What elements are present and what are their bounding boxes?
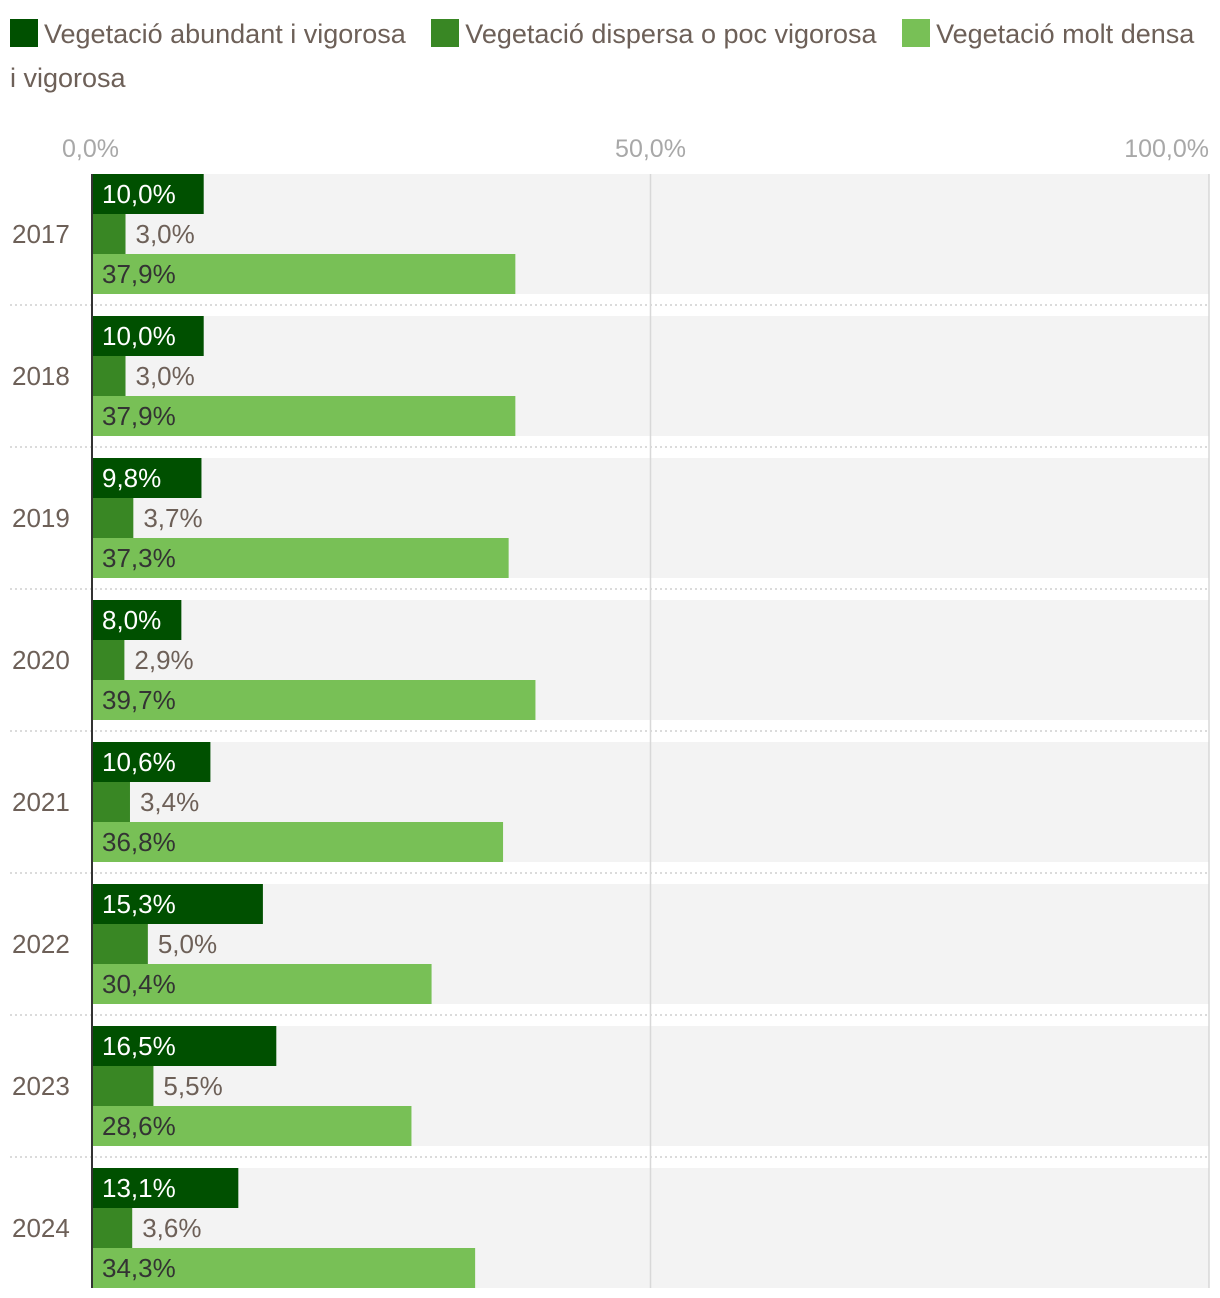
- value-label-2020-series-1: 8,0%: [102, 605, 161, 635]
- bar-2018-series-3: [92, 396, 516, 436]
- value-label-2017-series-1: 10,0%: [102, 179, 176, 209]
- year-label-2023: 2023: [12, 1071, 70, 1101]
- bar-2018-series-2: [92, 356, 126, 396]
- value-label-2019-series-2: 3,7%: [143, 503, 202, 533]
- value-label-2024-series-3: 34,3%: [102, 1253, 176, 1283]
- value-label-2017-series-3: 37,9%: [102, 259, 176, 289]
- value-label-2021-series-1: 10,6%: [102, 747, 176, 777]
- year-label-2024: 2024: [12, 1213, 70, 1243]
- bar-2024-series-3: [92, 1248, 476, 1288]
- legend-item-abundant[interactable]: Vegetació abundant i vigorosa: [10, 19, 406, 49]
- x-tick-label: 100,0%: [1124, 135, 1209, 163]
- bar-2017-series-1: [92, 174, 204, 214]
- year-label-2020: 2020: [12, 645, 70, 675]
- bar-2020-series-1: [92, 600, 182, 640]
- bar-2021-series-2: [92, 782, 130, 822]
- legend-swatch-abundant: [10, 19, 38, 47]
- x-tick-label: 50,0%: [615, 135, 686, 163]
- legend-label-dispersa: Vegetació dispersa o poc vigorosa: [465, 19, 877, 49]
- legend-item-dispersa[interactable]: Vegetació dispersa o poc vigorosa: [431, 19, 877, 49]
- bar-2018-series-1: [92, 316, 204, 356]
- bar-2022-series-1: [92, 884, 263, 924]
- value-label-2019-series-1: 9,8%: [102, 463, 161, 493]
- value-label-2018-series-2: 3,0%: [136, 361, 195, 391]
- legend-swatch-dispersa: [431, 19, 460, 47]
- bar-2019-series-1: [92, 458, 202, 498]
- value-label-2018-series-1: 10,0%: [102, 321, 176, 351]
- bar-2017-series-2: [92, 214, 126, 254]
- bar-2023-series-2: [92, 1066, 154, 1106]
- value-label-2020-series-2: 2,9%: [134, 645, 193, 675]
- bar-2021-series-3: [92, 822, 504, 862]
- value-label-2023-series-1: 16,5%: [102, 1031, 176, 1061]
- legend-label-densa: Vegetació molt densa i vigorosa: [10, 19, 1195, 93]
- bar-2023-series-1: [92, 1026, 277, 1066]
- year-label-2017: 2017: [12, 219, 70, 249]
- bar-2020-series-2: [92, 640, 125, 680]
- year-label-2018: 2018: [12, 361, 70, 391]
- value-label-2022-series-1: 15,3%: [102, 889, 176, 919]
- bar-2021-series-1: [92, 742, 211, 782]
- legend-swatch-densa: [902, 19, 931, 47]
- year-label-2019: 2019: [12, 503, 70, 533]
- bar-2020-series-3: [92, 680, 536, 720]
- value-label-2023-series-2: 5,5%: [163, 1071, 222, 1101]
- value-label-2018-series-3: 37,9%: [102, 401, 176, 431]
- legend: Vegetació abundant i vigorosa Vegetació …: [10, 12, 1200, 100]
- bar-2024-series-1: [92, 1168, 239, 1208]
- bar-2022-series-2: [92, 924, 148, 964]
- year-label-2022: 2022: [12, 929, 70, 959]
- bar-2023-series-3: [92, 1106, 412, 1146]
- bar-2019-series-2: [92, 498, 134, 538]
- value-label-2021-series-3: 36,8%: [102, 827, 176, 857]
- value-label-2022-series-3: 30,4%: [102, 969, 176, 999]
- bar-2022-series-3: [92, 964, 432, 1004]
- bar-2017-series-3: [92, 254, 516, 294]
- legend-item-densa[interactable]: Vegetació molt densa i vigorosa: [10, 19, 1194, 93]
- legend-label-abundant: Vegetació abundant i vigorosa: [44, 19, 406, 49]
- value-label-2022-series-2: 5,0%: [158, 929, 217, 959]
- value-label-2017-series-2: 3,0%: [136, 219, 195, 249]
- value-label-2019-series-3: 37,3%: [102, 543, 176, 573]
- year-label-2021: 2021: [12, 787, 70, 817]
- value-label-2024-series-1: 13,1%: [102, 1173, 176, 1203]
- bar-2024-series-2: [92, 1208, 133, 1248]
- value-label-2021-series-2: 3,4%: [140, 787, 199, 817]
- value-label-2020-series-3: 39,7%: [102, 685, 176, 715]
- value-label-2024-series-2: 3,6%: [142, 1213, 201, 1243]
- value-label-2023-series-3: 28,6%: [102, 1111, 176, 1141]
- bar-2019-series-3: [92, 538, 509, 578]
- x-tick-label: 0,0%: [62, 135, 119, 163]
